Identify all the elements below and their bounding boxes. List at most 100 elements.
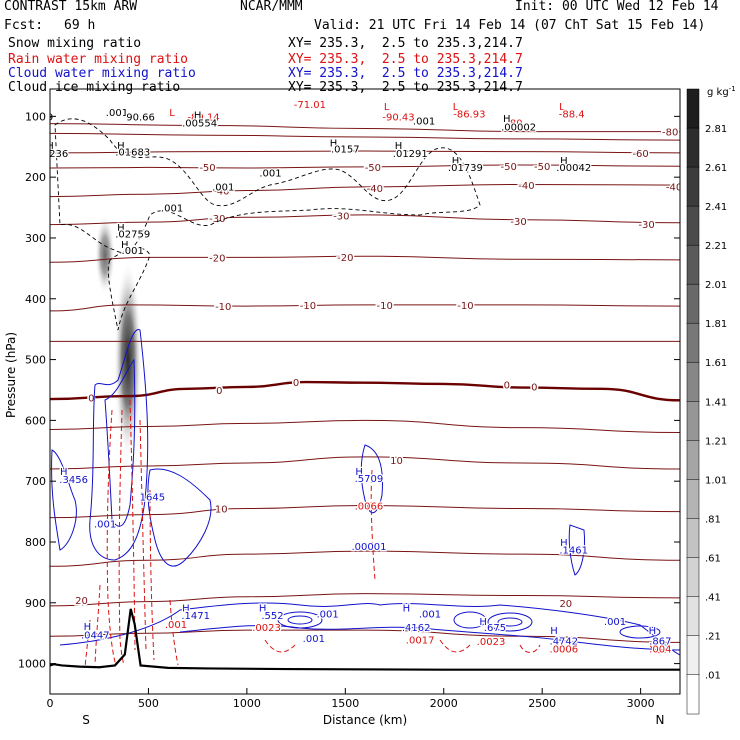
x-tick-label-1000: 1000 [233,697,261,710]
cloud-water-cell-2250-inner [497,617,523,627]
contour-mark-47: H [84,622,92,633]
contour-mark-16: L [559,102,565,113]
isotherm-20-14 [50,593,680,607]
colorbar-segment-6 [686,322,700,363]
isotherm-0-9 [50,380,680,402]
colorbar-segment-4 [686,244,700,285]
y-tick-label-500: 500 [25,354,46,367]
isotherm-label-10-12-0: 10 [215,505,228,516]
isotherm-label--50-3-3: -50 [534,162,550,173]
cloud-water-contour-column-inner [104,358,136,527]
cloud-water-cell-2050 [453,611,487,629]
cloud-water-cell-1100-inner [287,615,313,625]
isotherm-label--30-5-3: -30 [638,220,654,231]
isotherm--30-5 [50,214,680,226]
contour-mark-26: H [452,156,460,167]
contour-mark-10: .001 [413,117,435,128]
contour-mark-54: .0023 [252,623,281,634]
contour-mark-63: .0023 [477,637,506,648]
isotherm-label--20-6-1: -20 [337,253,353,264]
legend-cloud-ice-xy: XY= 235.3, 2.5 to 235.3,214.7 [288,80,523,95]
contour-mark-36: .001 [122,246,144,257]
contour-mark-24: H [395,141,403,152]
colorbar-segment-13 [686,596,700,637]
x-tick-label-1500: 1500 [331,697,359,710]
contour-mark-2: 90.66 [126,112,155,123]
colorbar-segment-1 [686,127,700,168]
contour-mark-17: -88.4 [559,109,585,120]
isotherm-label-20-14-0: 20 [75,596,88,607]
contour-mark-5: H [194,111,202,122]
isotherm-label--40-4-0: -40 [213,187,229,198]
x-tick-label-500: 500 [138,697,159,710]
contour-mark-67: .001 [604,617,626,628]
isotherm-25-15 [50,629,680,643]
contour-mark-8: L [384,102,390,113]
contour-mark-64: H [550,626,558,637]
contour-mark-9: -90.43 [382,112,414,123]
contour-mark-39: H [355,467,363,478]
contour-mark-0: 1.79 [31,112,53,123]
contour-mark-20: H [117,141,125,152]
isotherm-label-0-9-3: 0 [216,386,222,397]
isotherm-label-0-9-1: 0 [504,381,510,392]
contour-mark-19: .1236 [40,149,69,160]
colorbar-label-5: 1.81 [705,319,727,330]
contour-mark-1: .001 [106,108,128,119]
x-tick-label-2500: 2500 [528,697,556,710]
contour-mark-7: -71.01 [294,100,326,111]
valid-time: Valid: 21 UTC Fri 14 Feb 14 (07 ChT Sat … [314,18,706,33]
terrain-line [50,608,680,671]
rain-contour-west [84,584,101,669]
isotherm-label-20-14-1: 20 [559,599,572,610]
colorbar-label-12: .41 [705,592,721,603]
colorbar-label-10: .81 [705,514,721,525]
contour-mark-3: L [169,108,175,119]
contour-mark-50: .1471 [181,611,210,622]
rain-contour-main [106,399,155,666]
colorbar-label-13: .21 [705,631,721,642]
contour-mark-41: .0066 [355,502,384,513]
contour-mark-21: .01683 [115,148,150,159]
contour-mark-12: -86.93 [453,109,485,120]
legend-rain-xy: XY= 235.3, 2.5 to 235.3,214.7 [288,52,523,67]
isotherm-label--10-7-2: -10 [377,301,393,312]
cloud-water-cell-2250 [487,612,533,632]
colorbar-segment-5 [686,283,700,324]
isotherm-label--60-2-0: -60 [632,149,648,160]
colorbar-segment-10 [686,479,700,520]
contour-mark-45: H [560,538,568,549]
contour-mark-4: -89.14 [187,112,219,123]
y-tick-label-100: 100 [25,110,46,123]
contour-mark-28: H [560,156,568,167]
cloud-water-contour-2600 [568,524,585,576]
legend-cloud-water-xy: XY= 235.3, 2.5 to 235.3,214.7 [288,66,523,81]
legend-snow-xy: XY= 235.3, 2.5 to 235.3,214.7 [288,36,523,51]
x-tick-label-3000: 3000 [627,697,655,710]
contour-mark-22: H [330,139,338,150]
colorbar-segment-9 [686,440,700,481]
contour-mark-53: .552 [261,611,283,622]
isotherm-label-0-9-2: 0 [531,382,537,393]
contour-mark-51: .001 [165,620,187,631]
contour-mark-15: .00002 [501,123,536,134]
cloud-water-contour-west [51,449,77,551]
cloud-water-cell-1100 [277,611,323,629]
contour-mark-44: 1645 [140,492,165,503]
colorbar-label-14: .01 [705,670,721,681]
isotherm-label-0-9-4: 0 [88,393,94,404]
isotherm-label-10-11-0: 10 [390,456,403,467]
y-tick-label-600: 600 [25,414,46,427]
plot-frame [49,88,681,695]
cloud-water-contour-boundary [59,602,680,656]
isotherm-label--50-3-0: -50 [199,163,215,174]
contour-mark-30: .001 [259,168,281,179]
contour-mark-60: .001 [419,610,441,621]
contour-mark-37: H [60,467,68,478]
isotherm-label--10-7-3: -10 [457,301,473,312]
y-tick-label-400: 400 [25,293,46,306]
isotherm-label--10-7-0: -10 [215,302,231,313]
forecast-label: Fcst: [4,18,44,33]
isotherm-10-11 [50,456,680,470]
contour-mark-29: .00042 [556,163,591,174]
